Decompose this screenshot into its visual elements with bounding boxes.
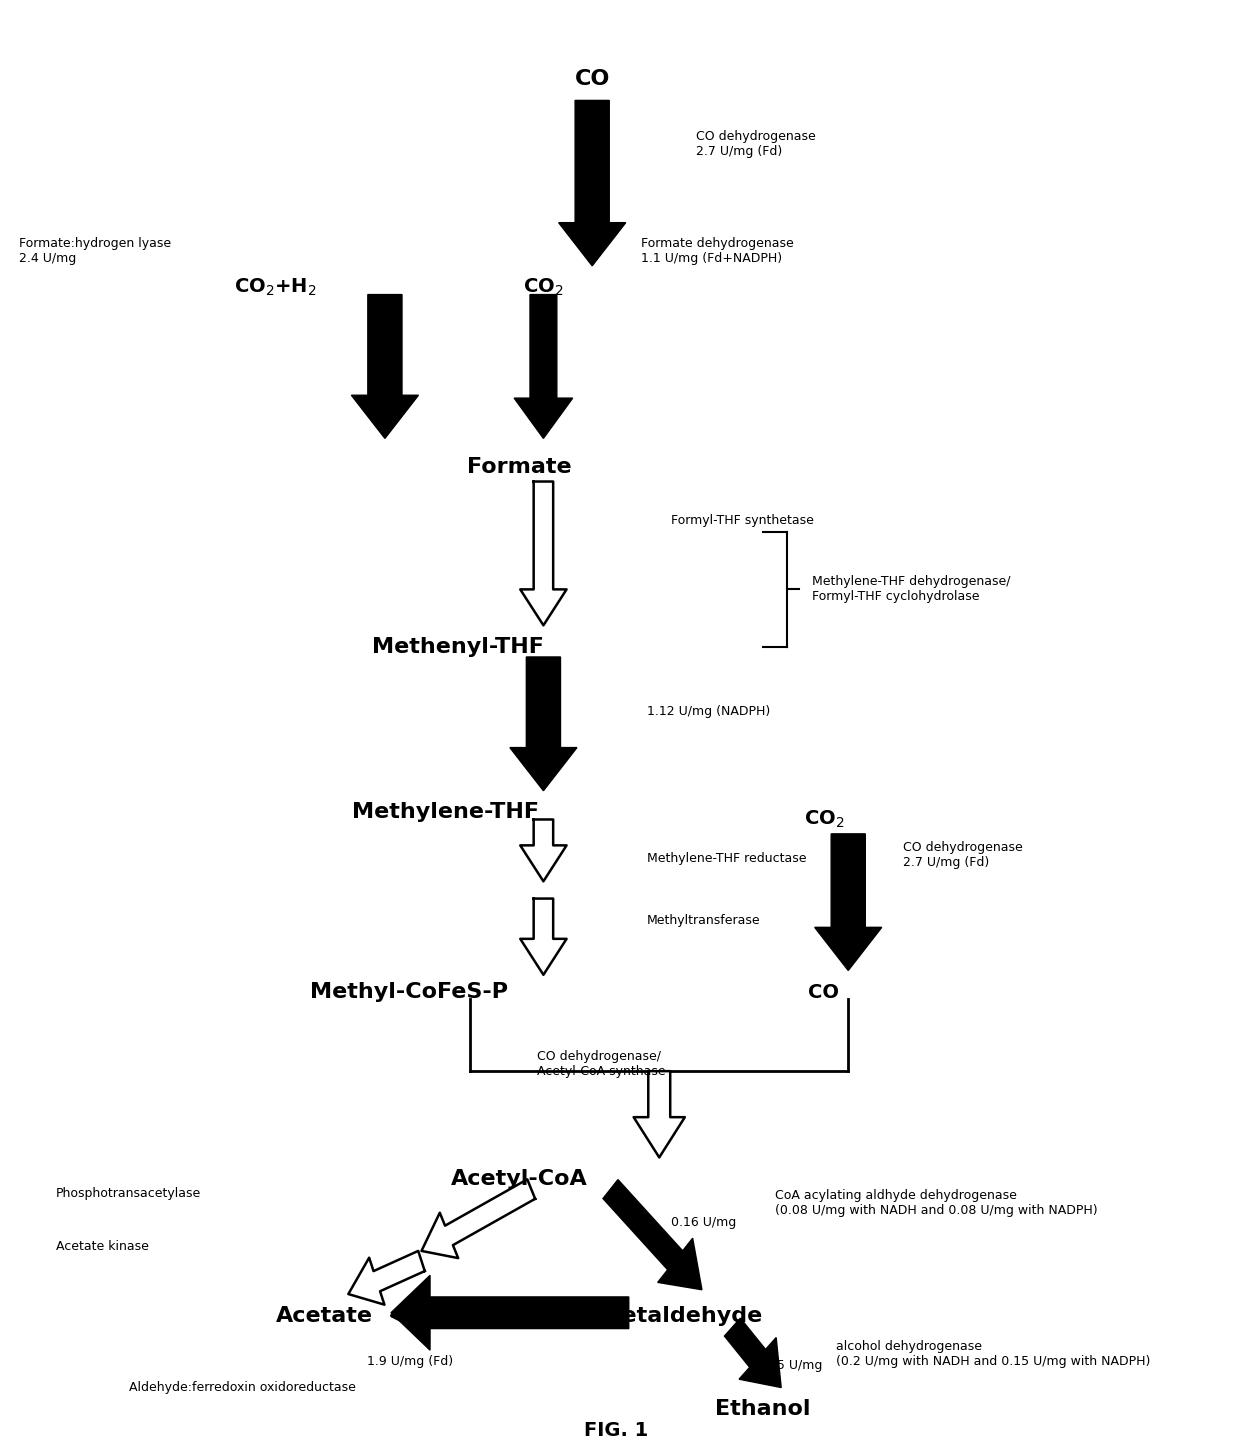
Text: Acetyl-CoA: Acetyl-CoA bbox=[450, 1169, 588, 1189]
Text: Acetaldehyde: Acetaldehyde bbox=[591, 1305, 763, 1326]
Text: Acetate: Acetate bbox=[275, 1305, 372, 1326]
Polygon shape bbox=[521, 482, 567, 626]
Polygon shape bbox=[521, 819, 567, 881]
Polygon shape bbox=[815, 833, 882, 970]
Text: Formyl-THF synthetase: Formyl-THF synthetase bbox=[671, 514, 815, 527]
Polygon shape bbox=[559, 100, 626, 266]
Polygon shape bbox=[422, 1179, 536, 1257]
Text: CO dehydrogenase/
Acetyl-CoA synthase: CO dehydrogenase/ Acetyl-CoA synthase bbox=[537, 1050, 666, 1077]
Text: Methylene-THF reductase: Methylene-THF reductase bbox=[647, 852, 806, 865]
Text: FIG. 1: FIG. 1 bbox=[584, 1422, 649, 1440]
Text: CO$_2$: CO$_2$ bbox=[804, 809, 844, 831]
Polygon shape bbox=[351, 295, 418, 439]
Polygon shape bbox=[634, 1072, 684, 1157]
Text: CoA acylating aldhyde dehydrogenase
(0.08 U/mg with NADH and 0.08 U/mg with NADP: CoA acylating aldhyde dehydrogenase (0.0… bbox=[775, 1189, 1097, 1217]
Polygon shape bbox=[603, 1179, 702, 1289]
Text: Formate: Formate bbox=[466, 457, 572, 478]
Text: Ethanol: Ethanol bbox=[715, 1400, 811, 1419]
Text: CO dehydrogenase
2.7 U/mg (Fd): CO dehydrogenase 2.7 U/mg (Fd) bbox=[696, 129, 816, 158]
Text: Acetate kinase: Acetate kinase bbox=[56, 1240, 149, 1253]
Text: CO: CO bbox=[808, 983, 839, 1002]
Text: Formate:hydrogen lyase
2.4 U/mg: Formate:hydrogen lyase 2.4 U/mg bbox=[19, 238, 171, 266]
Text: Formate dehydrogenase
1.1 U/mg (Fd+NADPH): Formate dehydrogenase 1.1 U/mg (Fd+NADPH… bbox=[641, 238, 794, 266]
Polygon shape bbox=[510, 656, 577, 791]
Text: CO dehydrogenase
2.7 U/mg (Fd): CO dehydrogenase 2.7 U/mg (Fd) bbox=[903, 841, 1023, 870]
Polygon shape bbox=[515, 295, 573, 439]
Polygon shape bbox=[724, 1318, 781, 1388]
Text: Methyltransferase: Methyltransferase bbox=[647, 913, 760, 926]
Text: CO$_2$: CO$_2$ bbox=[523, 277, 564, 298]
Text: Methylene-THF dehydrogenase/
Formyl-THF cyclohydrolase: Methylene-THF dehydrogenase/ Formyl-THF … bbox=[812, 575, 1011, 604]
Polygon shape bbox=[391, 1275, 629, 1350]
Text: Aldehyde:ferredoxin oxidoreductase: Aldehyde:ferredoxin oxidoreductase bbox=[129, 1381, 356, 1394]
Text: 1.9 U/mg (Fd): 1.9 U/mg (Fd) bbox=[367, 1355, 453, 1368]
Text: alcohol dehydrogenase
(0.2 U/mg with NADH and 0.15 U/mg with NADPH): alcohol dehydrogenase (0.2 U/mg with NAD… bbox=[836, 1340, 1151, 1368]
Polygon shape bbox=[348, 1252, 425, 1305]
Text: Phosphotransacetylase: Phosphotransacetylase bbox=[56, 1186, 201, 1199]
Text: 1.12 U/mg (NADPH): 1.12 U/mg (NADPH) bbox=[647, 706, 770, 719]
Text: Methylene-THF: Methylene-THF bbox=[352, 803, 539, 822]
Polygon shape bbox=[521, 899, 567, 974]
Text: CO: CO bbox=[574, 68, 610, 89]
Text: Methyl-CoFeS-P: Methyl-CoFeS-P bbox=[310, 982, 508, 1002]
Text: 0.16 U/mg: 0.16 U/mg bbox=[671, 1215, 737, 1228]
Text: CO$_2$+H$_2$: CO$_2$+H$_2$ bbox=[234, 277, 316, 298]
Text: Methenyl-THF: Methenyl-THF bbox=[372, 637, 544, 656]
Text: 0.35 U/mg: 0.35 U/mg bbox=[756, 1359, 822, 1372]
